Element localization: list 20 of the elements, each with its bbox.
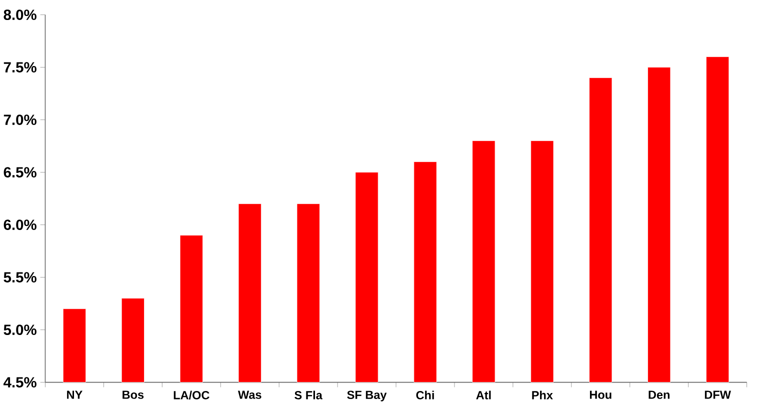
y-tick-label: 5.0% <box>4 324 36 336</box>
y-tick-label: 7.0% <box>4 114 36 126</box>
x-tick-label: S Fla <box>294 390 322 400</box>
x-tick-label: Bos <box>122 390 144 399</box>
y-tick-label: 4.5% <box>3 377 36 388</box>
y-tick-label: 8.0% <box>4 10 36 20</box>
x-tick-label: Atl <box>476 390 491 400</box>
y-tick-label: 6.0% <box>4 220 36 230</box>
x-tick-label: SF Bay <box>347 390 387 402</box>
x-tick-label: Hou <box>590 390 612 399</box>
y-tick-label: 6.5% <box>4 167 36 178</box>
y-tick-label: 5.5% <box>4 272 36 283</box>
x-tick-label: Chi <box>416 390 434 400</box>
x-tick-label: Phx <box>532 390 553 400</box>
y-tick-label: 7.5% <box>4 62 36 72</box>
x-tick-label: NY <box>67 390 82 399</box>
x-tick-label: LA/OC <box>174 390 210 400</box>
x-tick-label: DFW <box>704 390 731 399</box>
x-tick-label: Den <box>648 390 670 399</box>
x-tick-label: Was <box>238 390 262 399</box>
